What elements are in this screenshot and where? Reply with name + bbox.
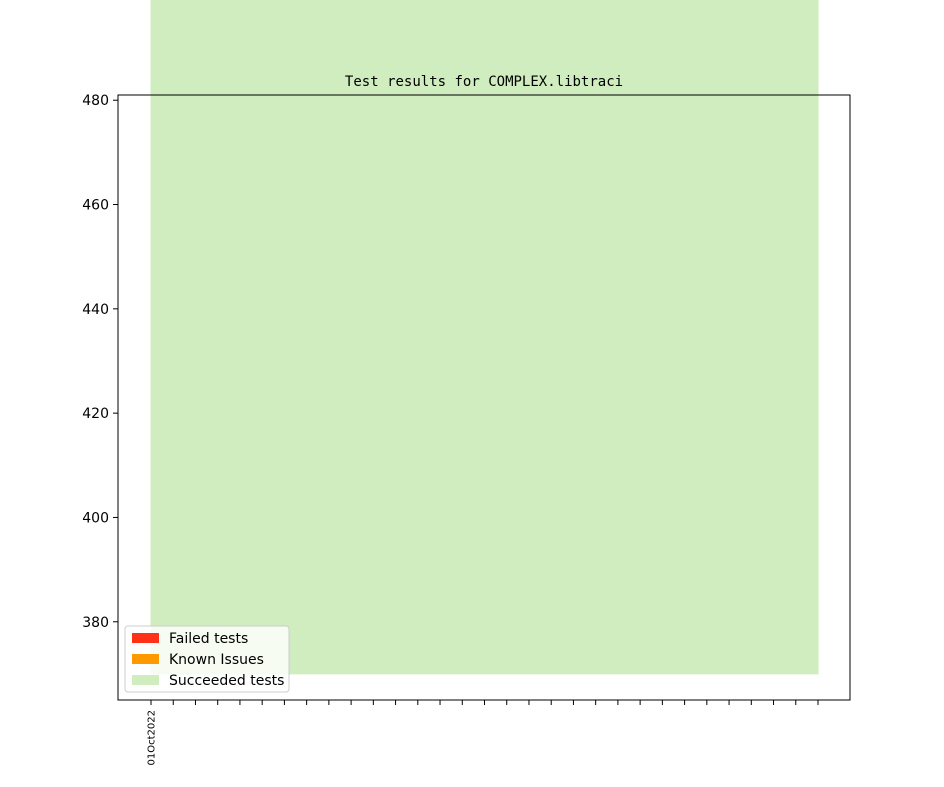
legend-swatch: [132, 633, 159, 643]
x-axis: 01Oct2022: [147, 700, 819, 765]
y-tick-label: 400: [82, 510, 109, 526]
x-tick-label: 01Oct2022: [147, 710, 158, 765]
legend-label: Failed tests: [169, 631, 248, 647]
legend-box: [124, 625, 290, 693]
legend-swatch: [132, 654, 159, 664]
legend: Failed tests Known Issues Succeeded tests: [124, 625, 290, 693]
legend-label: Known Issues: [169, 652, 264, 668]
y-tick-label: 420: [82, 406, 109, 422]
y-tick-label: 380: [82, 615, 109, 631]
plot-areas: [150, 0, 819, 675]
legend-label: Succeeded tests: [169, 673, 284, 689]
y-tick-label: 480: [82, 93, 109, 109]
y-axis: 380 400 420 440 460 480: [82, 93, 118, 631]
area-series-succeeded-tests: [150, 0, 819, 675]
chart-title: Test results for COMPLEX.libtraci: [345, 74, 623, 90]
y-tick-label: 440: [82, 302, 109, 318]
legend-swatch: [132, 675, 159, 685]
y-tick-label: 460: [82, 198, 109, 214]
